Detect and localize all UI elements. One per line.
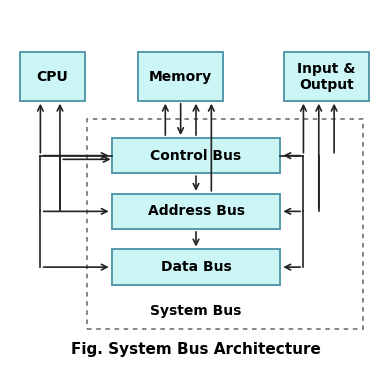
Bar <box>138 52 223 101</box>
Text: Address Bus: Address Bus <box>147 204 245 218</box>
Text: Data Bus: Data Bus <box>161 260 231 274</box>
Text: Memory: Memory <box>149 70 212 84</box>
Text: System Bus: System Bus <box>150 304 242 318</box>
Text: CPU: CPU <box>36 70 68 84</box>
Bar <box>20 52 85 101</box>
Text: Input &
Output: Input & Output <box>297 62 356 92</box>
Bar <box>284 52 368 101</box>
Bar <box>112 194 280 229</box>
Bar <box>112 138 280 173</box>
Text: Control Bus: Control Bus <box>151 149 241 163</box>
Bar <box>112 249 280 285</box>
Bar <box>87 119 363 329</box>
Text: Fig. System Bus Architecture: Fig. System Bus Architecture <box>71 342 321 357</box>
